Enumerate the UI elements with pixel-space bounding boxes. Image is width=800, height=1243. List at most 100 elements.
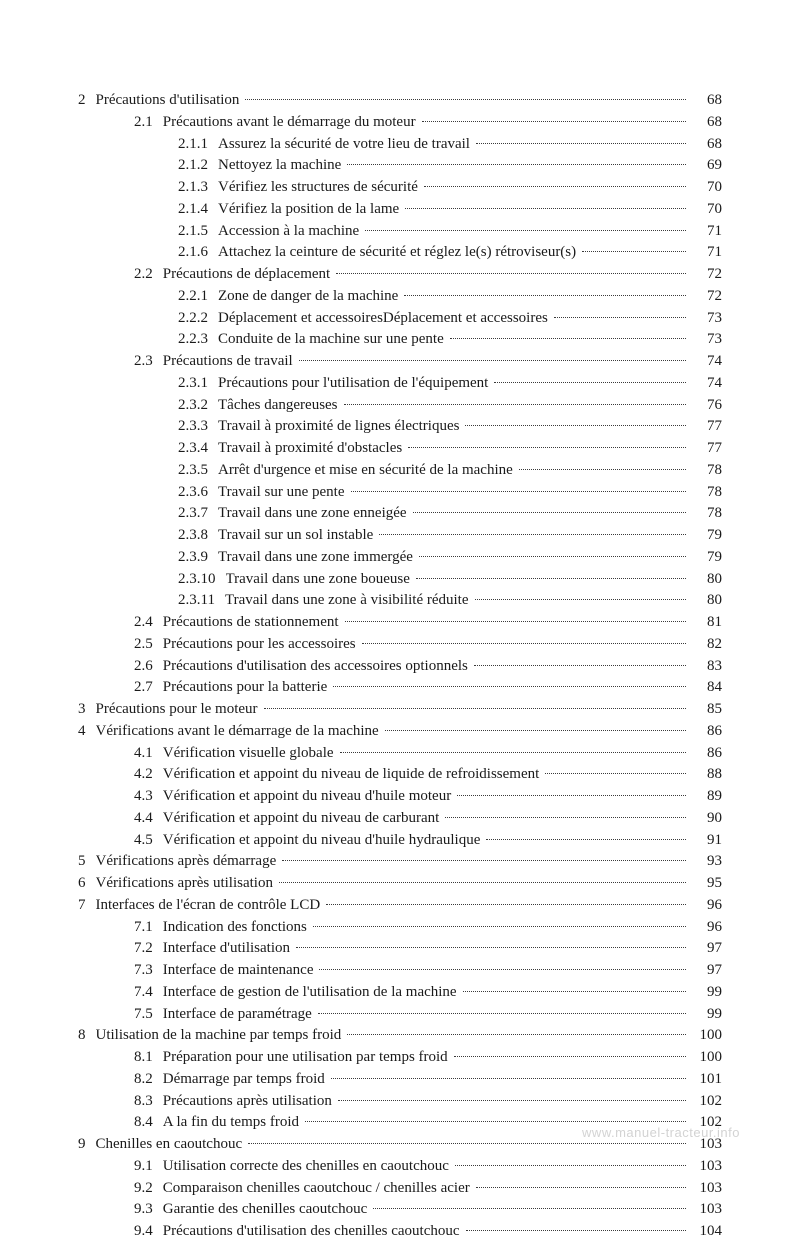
toc-entry-title: Travail dans une zone immergée <box>218 547 417 569</box>
toc-entry-number: 7 <box>78 895 96 917</box>
toc-entry: 4.2Vérification et appoint du niveau de … <box>78 764 722 786</box>
toc-entry-title: Interface de paramétrage <box>163 1004 316 1026</box>
page: 2Précautions d'utilisation682.1Précautio… <box>0 0 800 1158</box>
toc-entry-title: Travail dans une zone enneigée <box>218 503 411 525</box>
toc-entry-title: Vérification et appoint du niveau de car… <box>163 808 444 830</box>
toc-entry-number: 8.4 <box>134 1112 163 1134</box>
toc-entry-number: 4.2 <box>134 764 163 786</box>
toc-leader <box>465 425 686 426</box>
toc-entry-title: Accession à la machine <box>218 221 363 243</box>
toc-entry-title: Vérifiez les structures de sécurité <box>218 177 422 199</box>
toc-entry-number: 7.1 <box>134 917 163 939</box>
table-of-contents: 2Précautions d'utilisation682.1Précautio… <box>78 90 722 1243</box>
toc-leader <box>476 143 686 144</box>
toc-entry: 2.5Précautions pour les accessoires82 <box>78 634 722 656</box>
toc-leader <box>296 947 686 948</box>
toc-entry-number: 2.3.11 <box>178 590 225 612</box>
toc-entry: 2.1.5Accession à la machine71 <box>78 221 722 243</box>
toc-entry-number: 2.3.3 <box>178 416 218 438</box>
toc-entry-title: Vérifications après démarrage <box>96 851 281 873</box>
toc-entry-title: Tâches dangereuses <box>218 395 342 417</box>
toc-leader <box>299 360 686 361</box>
toc-entry: 7.4Interface de gestion de l'utilisation… <box>78 982 722 1004</box>
toc-entry-page: 73 <box>688 308 722 330</box>
toc-entry-number: 2.4 <box>134 612 163 634</box>
toc-entry-number: 7.3 <box>134 960 163 982</box>
toc-entry-title: A la fin du temps froid <box>163 1112 303 1134</box>
toc-entry-page: 96 <box>688 895 722 917</box>
toc-entry: 9.2Comparaison chenilles caoutchouc / ch… <box>78 1178 722 1200</box>
toc-entry-title: Garantie des chenilles caoutchouc <box>163 1199 372 1221</box>
toc-entry: 2.3.1Précautions pour l'utilisation de l… <box>78 373 722 395</box>
toc-entry-number: 8 <box>78 1025 96 1047</box>
toc-leader <box>422 121 686 122</box>
toc-entry: 7.1Indication des fonctions96 <box>78 917 722 939</box>
toc-entry-page: 100 <box>688 1025 722 1047</box>
toc-entry: 4.5Vérification et appoint du niveau d'h… <box>78 830 722 852</box>
toc-entry-page: 81 <box>688 612 722 634</box>
toc-entry-number: 9.2 <box>134 1178 163 1200</box>
toc-entry-page: 76 <box>688 395 722 417</box>
toc-leader <box>264 708 686 709</box>
toc-entry-number: 8.3 <box>134 1091 163 1113</box>
toc-entry: 8Utilisation de la machine par temps fro… <box>78 1025 722 1047</box>
toc-entry-title: Démarrage par temps froid <box>163 1069 329 1091</box>
toc-entry: 2.1Précautions avant le démarrage du mot… <box>78 112 722 134</box>
toc-entry-page: 70 <box>688 199 722 221</box>
toc-leader <box>419 556 686 557</box>
toc-leader <box>336 273 686 274</box>
toc-entry-page: 86 <box>688 721 722 743</box>
toc-entry-page: 71 <box>688 221 722 243</box>
toc-entry-page: 99 <box>688 982 722 1004</box>
toc-entry: 2.2Précautions de déplacement72 <box>78 264 722 286</box>
toc-entry: 2.7Précautions pour la batterie84 <box>78 677 722 699</box>
toc-entry: 7.3Interface de maintenance97 <box>78 960 722 982</box>
toc-leader <box>345 621 686 622</box>
toc-entry: 2.2.3Conduite de la machine sur une pent… <box>78 329 722 351</box>
toc-entry-page: 77 <box>688 438 722 460</box>
toc-entry-number: 2.3.5 <box>178 460 218 482</box>
toc-entry-page: 79 <box>688 547 722 569</box>
toc-entry: 2.3.8Travail sur un sol instable79 <box>78 525 722 547</box>
watermark-text: www.manuel-tracteur.info <box>582 1125 740 1140</box>
toc-entry-page: 68 <box>688 112 722 134</box>
toc-entry-page: 103 <box>688 1156 722 1178</box>
toc-entry-title: Précautions de stationnement <box>163 612 343 634</box>
toc-entry-title: Précautions d'utilisation des chenilles … <box>163 1221 464 1243</box>
toc-entry-title: Assurez la sécurité de votre lieu de tra… <box>218 134 474 156</box>
toc-entry-page: 97 <box>688 960 722 982</box>
toc-entry-page: 80 <box>688 590 722 612</box>
toc-entry-number: 2.1.4 <box>178 199 218 221</box>
toc-entry: 2.3.10Travail dans une zone boueuse80 <box>78 569 722 591</box>
toc-entry-title: Travail sur une pente <box>218 482 349 504</box>
toc-leader <box>305 1121 686 1122</box>
toc-entry: 9.1Utilisation correcte des chenilles en… <box>78 1156 722 1178</box>
toc-entry: 2.2.2Déplacement et accessoiresDéplaceme… <box>78 308 722 330</box>
toc-entry-title: Chenilles en caoutchouc <box>96 1134 247 1156</box>
toc-entry-title: Conduite de la machine sur une pente <box>218 329 448 351</box>
toc-leader <box>318 1013 686 1014</box>
toc-leader <box>245 99 686 100</box>
toc-leader <box>466 1230 686 1231</box>
toc-entry-number: 2.3.2 <box>178 395 218 417</box>
toc-entry: 2.3Précautions de travail74 <box>78 351 722 373</box>
toc-entry-page: 78 <box>688 460 722 482</box>
toc-entry: 2.6Précautions d'utilisation des accesso… <box>78 656 722 678</box>
toc-entry: 5Vérifications après démarrage93 <box>78 851 722 873</box>
toc-entry: 2.3.2Tâches dangereuses 76 <box>78 395 722 417</box>
toc-entry-number: 2.1 <box>134 112 163 134</box>
toc-leader <box>347 164 686 165</box>
toc-leader <box>404 295 686 296</box>
toc-entry-title: Précautions avant le démarrage du moteur <box>163 112 420 134</box>
toc-entry: 8.2Démarrage par temps froid101 <box>78 1069 722 1091</box>
toc-entry-page: 95 <box>688 873 722 895</box>
toc-entry-title: Précautions d'utilisation <box>96 90 244 112</box>
toc-leader <box>450 338 686 339</box>
toc-entry-title: Interfaces de l'écran de contrôle LCD <box>96 895 325 917</box>
toc-entry: 4.4Vérification et appoint du niveau de … <box>78 808 722 830</box>
toc-entry: 9.4Précautions d'utilisation des chenill… <box>78 1221 722 1243</box>
toc-entry-number: 7.2 <box>134 938 163 960</box>
toc-entry-page: 68 <box>688 134 722 156</box>
toc-entry-number: 4.4 <box>134 808 163 830</box>
toc-entry-number: 2.3.10 <box>178 569 226 591</box>
